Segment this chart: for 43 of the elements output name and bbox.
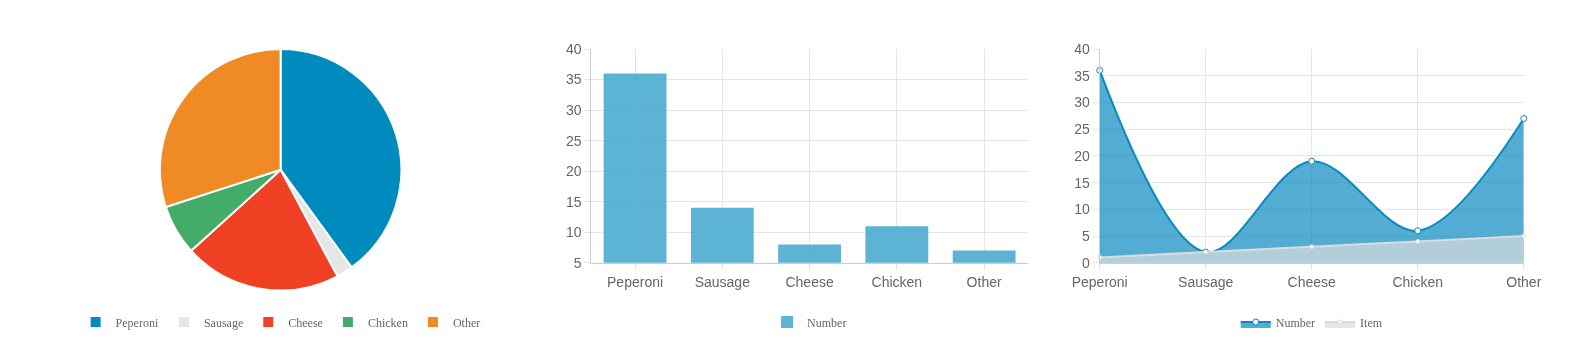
legend-label: Sausage	[203, 315, 244, 330]
point	[1521, 233, 1527, 239]
point	[1308, 157, 1316, 165]
y-tick-label: 40	[566, 40, 582, 57]
x-tick-label: Peperoni	[607, 273, 664, 290]
x-tick-label: Sausage	[1178, 273, 1234, 290]
point	[1309, 244, 1315, 250]
point	[1097, 254, 1103, 260]
x-tick-label: Other	[966, 273, 1002, 290]
y-tick-label: 30	[566, 102, 582, 118]
legend-label: Chicken	[367, 315, 408, 330]
y-tick-label: 25	[1074, 121, 1091, 138]
y-tick-label: 15	[1074, 174, 1091, 191]
point	[1415, 238, 1421, 244]
point	[1096, 66, 1104, 74]
legend-label: Other	[452, 315, 481, 330]
x-tick-label: Chicken	[1392, 273, 1444, 290]
y-tick-label: 35	[1074, 67, 1091, 84]
x-tick-label: Cheese	[785, 273, 834, 290]
x-tick-label: Peperoni	[1071, 273, 1128, 290]
legend-label: Cheese	[288, 315, 323, 330]
y-tick-label: 5	[573, 254, 582, 271]
y-tick-label: 0	[1082, 254, 1091, 271]
x-tick-label: Cheese	[1287, 273, 1337, 290]
y-tick-label: 5	[1082, 227, 1091, 244]
y-tick-label: 35	[566, 71, 582, 88]
x-tick-label: Other	[1506, 273, 1542, 290]
point	[1520, 115, 1528, 122]
y-tick-label: 40	[1074, 40, 1091, 57]
legend-label: Peperoni	[115, 315, 159, 330]
legend-label: Number	[807, 315, 847, 330]
legend-label: Number	[1275, 315, 1316, 330]
y-tick-label: 10	[1074, 201, 1091, 218]
x-tick-label: Chicken	[871, 273, 923, 290]
y-tick-label: 10	[566, 224, 582, 241]
x-tick-label: Sausage	[694, 273, 751, 290]
y-tick-label: 25	[566, 132, 582, 149]
y-tick-label: 30	[1074, 94, 1091, 111]
legend-label: Item	[1360, 315, 1383, 330]
y-tick-label: 20	[566, 163, 582, 180]
point	[1414, 227, 1422, 235]
y-tick-label: 20	[1074, 147, 1091, 164]
y-tick-label: 15	[566, 193, 582, 210]
